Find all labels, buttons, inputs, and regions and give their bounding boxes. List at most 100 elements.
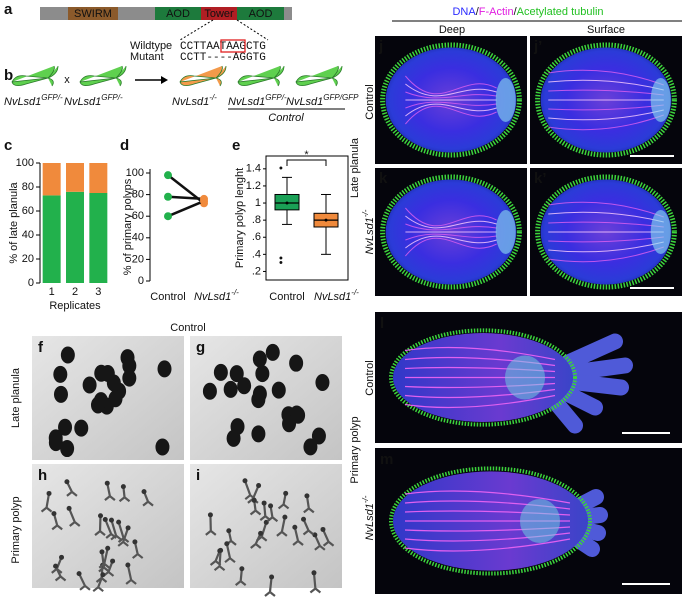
group-label: Control bbox=[268, 112, 304, 124]
stain-name: / bbox=[476, 6, 480, 18]
polyp-head bbox=[104, 480, 110, 486]
polyp-outline bbox=[389, 466, 592, 576]
pair-line bbox=[167, 195, 205, 201]
embryo bbox=[94, 364, 109, 382]
panel-label: d bbox=[120, 137, 129, 154]
column-heading: Control bbox=[170, 322, 205, 334]
polyp-head bbox=[108, 517, 114, 523]
y-tick-label: 1 bbox=[255, 197, 261, 209]
muscle-fiber bbox=[548, 109, 664, 121]
muscle-fiber bbox=[548, 69, 664, 86]
condition-label: NvLsd1-/- bbox=[361, 209, 376, 254]
stain-name: / bbox=[514, 6, 518, 18]
y-tick-label: 100 bbox=[126, 167, 144, 179]
embryo bbox=[157, 360, 172, 378]
x-tick-label: 1 bbox=[49, 286, 55, 298]
muscle-fiber bbox=[548, 114, 664, 131]
protein-domain bbox=[68, 7, 118, 20]
genotype-sup: -/- bbox=[351, 288, 359, 297]
muscle-fiber bbox=[405, 207, 497, 227]
outlier: • bbox=[279, 253, 283, 265]
polyp-head bbox=[256, 483, 262, 489]
gene-name: NvLsd1 bbox=[172, 96, 209, 108]
genotype-sup: GFP/GFP bbox=[323, 93, 359, 102]
pharynx bbox=[505, 355, 545, 400]
gene-name: NvLsd1 bbox=[314, 291, 351, 303]
polyp-head bbox=[125, 562, 131, 568]
sequence-label: Wildtype bbox=[130, 40, 172, 52]
panel-label: b bbox=[4, 67, 13, 84]
muscle-fiber bbox=[548, 211, 664, 223]
polyp-icon bbox=[79, 65, 127, 87]
polyp-outline bbox=[389, 328, 577, 427]
y-tick-label: .4 bbox=[252, 248, 261, 260]
panel-label: i bbox=[196, 467, 200, 484]
mean bbox=[324, 218, 328, 222]
genotype-sup: -/- bbox=[361, 209, 370, 217]
muscle-fiber bbox=[404, 394, 556, 409]
embryo bbox=[223, 380, 238, 398]
polyp bbox=[213, 550, 226, 572]
oral-pole bbox=[650, 78, 671, 122]
embryo bbox=[74, 419, 89, 437]
embryo bbox=[202, 382, 217, 400]
polyp-head bbox=[98, 513, 104, 519]
stain-name: Acetylated tubulin bbox=[517, 6, 604, 18]
embryo bbox=[122, 357, 137, 375]
mean bbox=[285, 201, 289, 205]
point bbox=[164, 212, 172, 221]
polyp-icon bbox=[237, 65, 285, 87]
protein-domain bbox=[201, 7, 237, 20]
bar-segment bbox=[89, 193, 108, 283]
muscle-fiber bbox=[548, 241, 664, 253]
genotype-sup: -/- bbox=[231, 288, 239, 297]
outlier: • bbox=[279, 257, 283, 269]
embryo bbox=[271, 381, 286, 399]
y-tick-label: 1.2 bbox=[246, 180, 261, 192]
bar-segment bbox=[42, 195, 61, 283]
gene-name: NvLsd1 bbox=[4, 96, 41, 108]
gene-name: NvLsd1 bbox=[364, 217, 376, 254]
panel-label: g bbox=[196, 339, 205, 356]
polyp bbox=[264, 576, 276, 597]
polyp-head bbox=[224, 541, 230, 547]
polyp-head bbox=[304, 493, 310, 499]
row-label: Late planula bbox=[10, 367, 22, 428]
embryo-outline bbox=[380, 174, 522, 290]
x-tick-label: Control bbox=[269, 291, 304, 303]
polyp-head bbox=[116, 519, 122, 525]
oral-pole bbox=[495, 210, 516, 254]
column-heading: Surface bbox=[587, 24, 625, 36]
y-tick-label: 40 bbox=[132, 232, 144, 244]
embryo bbox=[108, 390, 123, 408]
polyp-icon bbox=[295, 65, 343, 87]
embryo bbox=[255, 365, 270, 383]
polyp-head bbox=[268, 503, 274, 509]
embryo bbox=[90, 396, 105, 414]
y-tick-label: .6 bbox=[252, 231, 261, 243]
embryo-outline bbox=[535, 174, 677, 290]
embryo bbox=[237, 377, 252, 395]
stain-legend: DNA/F-Actin/Acetylated tubulin bbox=[452, 6, 603, 18]
embryo bbox=[155, 438, 170, 456]
embryo bbox=[303, 438, 318, 456]
polyp bbox=[110, 519, 122, 541]
polyp-head bbox=[53, 563, 59, 569]
y-tick-label: 0 bbox=[28, 277, 34, 289]
polyp-head bbox=[100, 572, 106, 578]
genotype-label: NvLsd1GFP/- bbox=[64, 93, 123, 108]
y-tick-label: 80 bbox=[132, 189, 144, 201]
muscle-fiber bbox=[405, 223, 497, 231]
condition-label: Control bbox=[364, 84, 376, 119]
panel-label: c bbox=[4, 137, 12, 154]
genotype-label: NvLsd1GFP/GFP bbox=[286, 93, 359, 108]
polyp-head bbox=[218, 547, 224, 553]
embryo bbox=[315, 373, 330, 391]
domain-label: AOD bbox=[166, 8, 190, 20]
x-tick-label: 2 bbox=[72, 286, 78, 298]
panel-label: k’ bbox=[534, 170, 547, 187]
polyp bbox=[94, 515, 106, 537]
embryo bbox=[82, 376, 97, 394]
polyp-head bbox=[311, 570, 317, 576]
y-tick-label: 40 bbox=[22, 229, 34, 241]
